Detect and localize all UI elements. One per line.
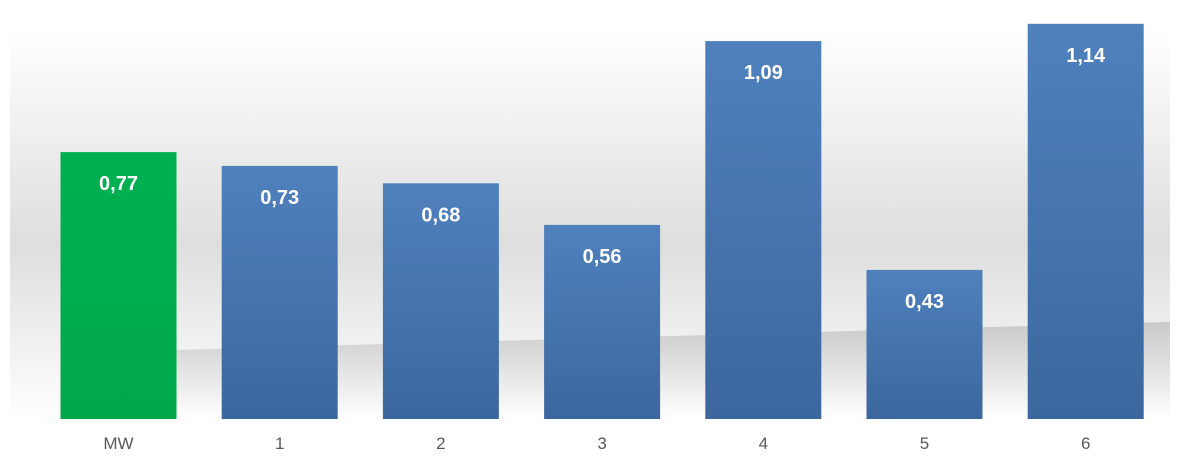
x-tick-label-3: 3 [597,434,606,453]
x-tick-label-4: 4 [759,434,768,453]
bar-6 [1027,23,1144,420]
data-label-5: 0,43 [905,291,944,313]
data-label-1: 0,73 [260,187,299,209]
data-label-3: 0,56 [583,246,622,268]
x-tick-label-6: 6 [1081,434,1090,453]
data-label-4: 1,09 [744,62,783,84]
data-label-6: 1,14 [1066,45,1106,67]
bar-4 [705,41,822,419]
data-label-2: 0,68 [421,204,460,226]
x-axis-ticks: MW 1 2 3 4 5 6 [103,434,1090,453]
bars-layer [60,23,1144,420]
x-tick-label-1: 1 [275,434,284,453]
x-tick-label-2: 2 [436,434,445,453]
bar-mw [60,152,177,419]
bar-1 [221,165,338,419]
bar-2 [382,183,499,419]
bar-3 [544,224,661,419]
x-tick-label-mw: MW [103,434,133,453]
bar-5 [866,269,983,419]
x-tick-label-5: 5 [920,434,929,453]
data-label-mw: 0,77 [99,173,138,195]
data-labels-layer: 0,77 0,73 0,68 0,56 1,09 0,43 1,14 [99,45,1106,313]
